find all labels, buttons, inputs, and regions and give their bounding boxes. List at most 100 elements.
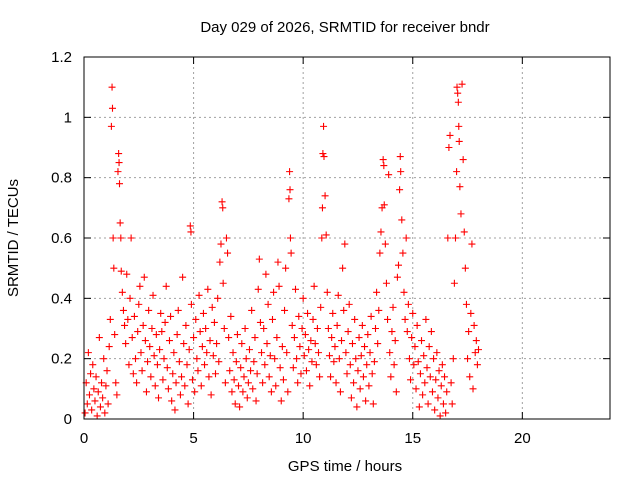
data-point — [89, 361, 97, 369]
data-point — [389, 303, 397, 311]
data-point — [215, 358, 223, 366]
data-point — [398, 216, 406, 224]
data-point — [392, 388, 400, 396]
data-point — [126, 294, 134, 302]
data-point — [254, 285, 262, 293]
data-point — [437, 382, 445, 390]
data-point — [425, 343, 433, 351]
data-point — [288, 321, 296, 329]
data-point — [411, 343, 419, 351]
data-point — [83, 400, 91, 408]
data-point — [427, 328, 435, 336]
data-point — [370, 358, 378, 366]
data-point — [100, 355, 108, 363]
data-point — [117, 267, 125, 275]
data-point — [402, 234, 410, 242]
data-point — [182, 321, 190, 329]
data-point — [150, 352, 158, 360]
data-point — [376, 249, 384, 257]
data-point — [171, 406, 179, 414]
data-point — [368, 370, 376, 378]
data-point — [248, 306, 256, 314]
data-point — [459, 156, 467, 164]
data-point — [461, 264, 469, 272]
data-point — [321, 192, 329, 200]
data-point — [367, 312, 375, 320]
data-point — [181, 382, 189, 390]
y-tick-label: 0.6 — [51, 230, 72, 247]
data-point — [426, 373, 434, 381]
data-point — [410, 361, 418, 369]
data-point — [272, 382, 280, 390]
data-point — [187, 228, 195, 236]
data-point — [329, 309, 337, 317]
data-point — [135, 300, 143, 308]
data-point — [423, 364, 431, 372]
data-point — [193, 355, 201, 363]
data-point — [115, 159, 123, 167]
data-point — [312, 361, 320, 369]
data-point — [90, 385, 98, 393]
data-point — [212, 370, 219, 378]
data-point — [454, 89, 462, 97]
data-point — [241, 325, 249, 332]
data-point — [96, 403, 104, 411]
data-point — [243, 394, 251, 402]
data-point — [231, 400, 239, 408]
data-point — [397, 168, 405, 176]
data-point — [219, 279, 227, 287]
data-point — [431, 406, 439, 414]
data-point — [324, 325, 332, 332]
data-point — [192, 315, 200, 323]
data-point — [191, 388, 199, 396]
data-point — [471, 349, 479, 357]
data-point — [250, 358, 258, 366]
data-point — [343, 370, 351, 378]
data-points — [81, 80, 482, 420]
data-point — [334, 291, 342, 299]
data-point — [355, 334, 363, 342]
data-point — [345, 300, 353, 308]
data-point — [456, 183, 464, 191]
data-point — [251, 334, 259, 342]
data-point — [133, 379, 141, 387]
data-point — [449, 355, 457, 363]
data-point — [237, 364, 245, 372]
data-point — [87, 370, 95, 378]
data-point — [446, 131, 454, 139]
data-point — [315, 349, 323, 357]
data-point — [424, 400, 432, 408]
data-point — [353, 403, 361, 411]
data-point — [271, 355, 279, 363]
data-point — [415, 403, 423, 411]
data-point — [255, 255, 263, 263]
data-point — [472, 337, 480, 345]
data-point — [399, 249, 407, 257]
data-point — [220, 325, 228, 332]
data-point — [382, 279, 390, 287]
data-point — [439, 400, 447, 408]
data-point — [262, 270, 270, 278]
data-point — [340, 306, 348, 314]
data-point — [232, 358, 240, 366]
data-point — [320, 122, 328, 130]
data-point — [301, 331, 309, 339]
data-point — [105, 343, 113, 351]
data-point — [358, 321, 366, 329]
data-point — [275, 282, 283, 290]
data-point — [344, 328, 352, 336]
data-point — [142, 388, 150, 396]
data-point — [306, 382, 314, 390]
data-point — [447, 379, 455, 387]
data-point — [418, 337, 426, 345]
data-point — [190, 334, 198, 342]
data-point — [92, 373, 100, 381]
data-point — [328, 334, 336, 342]
data-point — [108, 83, 116, 91]
data-point — [218, 198, 226, 206]
data-point — [98, 379, 106, 387]
data-point — [259, 379, 267, 387]
data-point — [451, 234, 459, 242]
data-point — [297, 370, 305, 378]
